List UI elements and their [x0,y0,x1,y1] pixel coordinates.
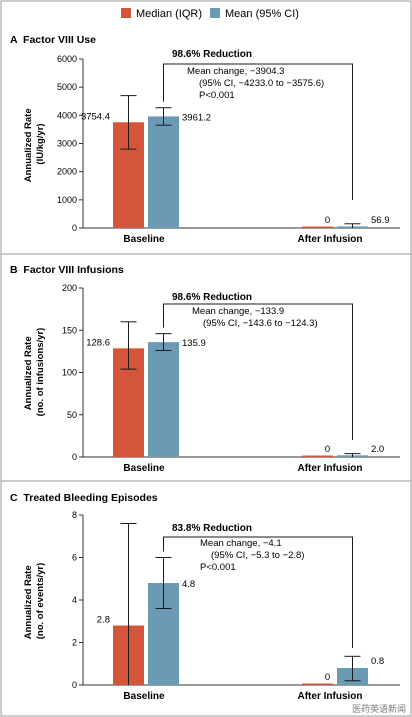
data-label: 0 [325,672,330,683]
y-axis-label-line1: Annualized Rate [23,336,34,410]
y-axis-label: Annualized Rate (no. of events/yr) [23,563,46,640]
x-category-label: Baseline [123,234,165,245]
x-category-label: Baseline [123,463,165,474]
y-axis-label: Annualized Rate (IU/kg/yr) [23,106,46,183]
x-category-label: After Infusion [298,691,363,702]
y-tick-label: 2000 [57,167,77,177]
y-axis-label: Annualized Rate (no. of infusions/yr) [23,328,46,417]
reduction-bracket [163,536,353,648]
data-label: 128.6 [86,337,110,348]
watermark-text: 医药英语新闻 [352,703,406,714]
y-tick-label: 200 [62,283,77,293]
data-label: 0 [325,444,330,455]
data-label: 2.0 [371,444,384,455]
annotation-line1: Mean change, −4.1 [200,538,282,549]
y-axis-label-line1: Annualized Rate [23,565,34,639]
reduction-label: 83.8% Reduction [172,523,252,534]
x-category-label: Baseline [123,691,165,702]
bar [148,342,179,457]
y-tick-label: 8 [72,510,77,520]
data-label: 3961.2 [182,112,211,123]
y-axis-label-line2: (no. of infusions/yr) [35,328,46,417]
y-axis-label-line1: Annualized Rate [23,108,34,182]
annotation-line2: (95% CI, −5.3 to −2.8) [211,550,304,561]
mean-change-annotation: Mean change, −133.9 (95% CI, −143.6 to −… [192,306,318,329]
data-label: 56.9 [371,215,390,226]
y-axis-label-line2: (IU/kg/yr) [35,123,46,164]
mean-change-annotation: Mean change, −4.1 (95% CI, −5.3 to −2.8)… [200,538,307,573]
y-tick-label: 6 [72,553,77,563]
legend-swatch-median [121,8,131,18]
y-tick-label: 4 [72,595,77,605]
panel-b: B Factor VIII Infusions Annualized Rate … [10,264,400,474]
y-tick-label: 6000 [57,54,77,64]
panel-c: C Treated Bleeding Episodes Annualized R… [10,492,400,702]
annotation-line2: (95% CI, −143.6 to −124.3) [203,318,318,329]
y-tick-label: 2 [72,638,77,648]
annotation-line3: P<0.001 [199,90,235,101]
y-axis-label-line2: (no. of events/yr) [35,563,46,640]
annotation-line1: Mean change, −133.9 [192,306,284,317]
reduction-label: 98.6% Reduction [172,49,252,60]
y-tick-label: 150 [62,325,77,335]
data-label: 135.9 [182,338,206,349]
y-tick-label: 0 [72,223,77,233]
data-label: 0.8 [371,656,384,667]
x-category-label: After Infusion [298,234,363,245]
bar [148,116,179,228]
legend-swatch-mean [210,8,220,18]
data-label: 3754.4 [81,111,110,122]
legend-label-median: Median (IQR) [136,8,202,20]
y-tick-label: 3000 [57,139,77,149]
annotation-line2: (95% CI, −4233.0 to −3575.6) [199,78,324,89]
y-tick-label: 5000 [57,82,77,92]
reduction-bracket [163,303,353,440]
bar [302,683,333,685]
panel-title: C Treated Bleeding Episodes [10,492,158,504]
bar [302,226,333,228]
legend-label-mean: Mean (95% CI) [225,8,299,20]
mean-change-annotation: Mean change, −3904.3 (95% CI, −4233.0 to… [187,66,327,101]
y-tick-label: 0 [72,680,77,690]
bar [302,455,333,457]
panel-title: A Factor VIII Use [10,34,96,46]
reduction-label: 98.6% Reduction [172,292,252,303]
panel-title: B Factor VIII Infusions [10,264,124,276]
legend: Median (IQR) Mean (95% CI) [121,8,299,20]
data-label: 4.8 [182,579,195,590]
y-tick-label: 100 [62,368,77,378]
data-label: 0 [325,215,330,226]
reduction-bracket [163,63,353,200]
y-tick-label: 0 [72,452,77,462]
x-category-label: After Infusion [298,463,363,474]
annotation-line3: P<0.001 [200,562,236,573]
data-label: 2.8 [97,615,110,626]
annotation-line1: Mean change, −3904.3 [187,66,284,77]
y-tick-label: 1000 [57,195,77,205]
y-tick-label: 4000 [57,110,77,120]
panel-a: A Factor VIII Use Annualized Rate (IU/kg… [10,34,400,245]
y-tick-label: 50 [67,410,77,420]
